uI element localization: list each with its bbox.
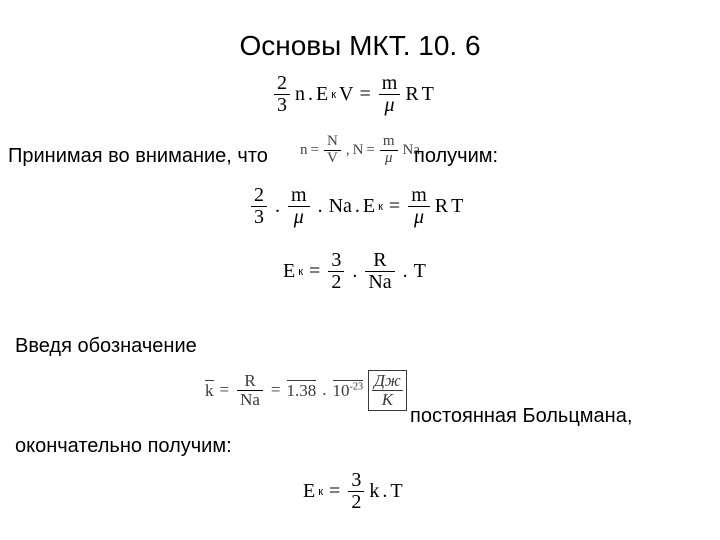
- formula-5: Eк = 32 k.T: [303, 470, 403, 513]
- text-boltzmann-constant: постоянная Больцмана,: [410, 405, 632, 428]
- formula-inline-defs: n= NV , N= mμ Na: [300, 134, 420, 167]
- formula-2: 23 . mμ . Na.Eк = mμ RT: [249, 184, 463, 228]
- text-finally-get: окончательно получим:: [15, 435, 232, 458]
- page-title: Основы МКТ. 10. 6: [0, 30, 720, 62]
- text-we-get: получим:: [414, 145, 498, 168]
- text-taking-into-account: Принимая во внимание, что: [8, 145, 268, 168]
- formula-boltzmann-constant: k = RNa = 1.38 . 10-23 ДжК: [205, 370, 409, 411]
- formula-1: 23 n.Eк V = mμ RT: [272, 72, 434, 116]
- formula-3: Eк = 32 . RNa . T: [283, 250, 426, 293]
- text-introducing-notation: Введя обозначение: [15, 335, 197, 358]
